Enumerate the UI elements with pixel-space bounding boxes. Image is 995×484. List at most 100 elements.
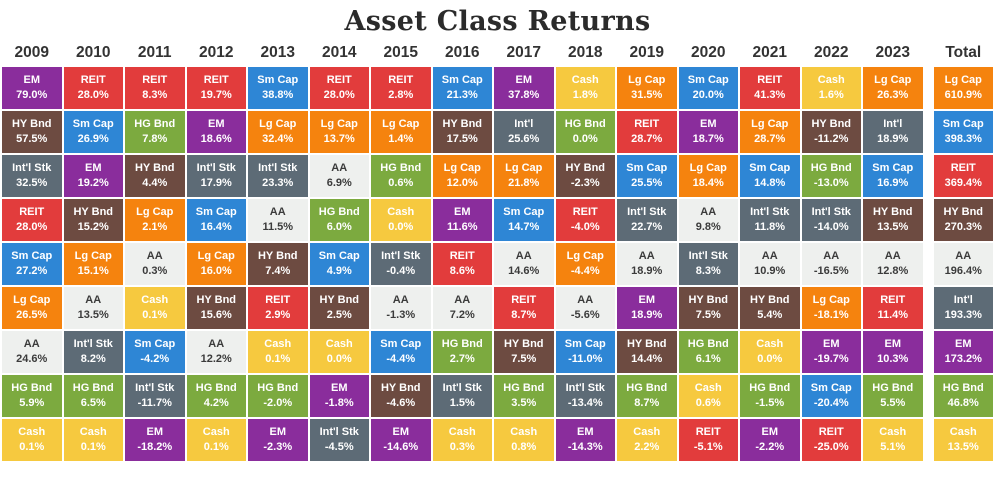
asset-label: Lg Cap <box>74 250 112 263</box>
return-cell: HG Bnd 6.5% <box>63 375 123 417</box>
return-value: 6.9% <box>326 177 352 189</box>
page-title: Asset Class Returns <box>344 6 651 37</box>
asset-label: AA <box>515 250 532 263</box>
return-value: 13.5% <box>877 221 909 233</box>
return-cell: Cash 0.8% <box>494 419 554 461</box>
return-cell: Sm Cap -11.0% <box>555 331 615 373</box>
asset-label: Int'l Stk <box>196 162 236 175</box>
return-cell: AA 18.9% <box>617 243 677 285</box>
asset-label: HG Bnd <box>626 382 668 395</box>
return-value: 8.6% <box>449 265 475 277</box>
return-cell: HY Bnd 13.5% <box>863 199 923 241</box>
return-cell: Int'l 193.3% <box>933 287 993 329</box>
return-value: 398.3% <box>944 133 982 145</box>
return-value: 2.1% <box>142 221 168 233</box>
return-cell: AA 14.6% <box>494 243 554 285</box>
return-cell: HG Bnd 5.5% <box>863 375 923 417</box>
return-value: 16.4% <box>200 221 232 233</box>
return-cell: Sm Cap 27.2% <box>2 243 62 285</box>
return-value: -14.3% <box>567 441 603 453</box>
return-cell: Sm Cap -4.4% <box>371 331 431 373</box>
return-cell: AA 6.9% <box>309 155 369 197</box>
asset-label: REIT <box>326 74 352 87</box>
year-header: 2019 <box>629 44 664 61</box>
asset-label: Cash <box>448 426 476 439</box>
year-column: 2015 REIT 2.8% Lg Cap 1.4% HG Bnd 0.6% Cash 0.0%… <box>371 39 431 461</box>
return-value: 18.9% <box>877 133 909 145</box>
return-cell: AA -16.5% <box>801 243 861 285</box>
return-cell: Lg Cap 26.5% <box>2 287 62 329</box>
return-value: 2.9% <box>265 309 291 321</box>
return-value: 8.2% <box>80 353 106 365</box>
return-value: 173.2% <box>944 353 982 365</box>
asset-label: Int'l Stk <box>381 250 421 263</box>
asset-label: Int'l Stk <box>135 382 175 395</box>
return-cell: Lg Cap 26.3% <box>863 67 923 109</box>
return-cell: HG Bnd 8.7% <box>617 375 677 417</box>
asset-label: EM <box>955 338 972 351</box>
asset-label: Cash <box>18 426 46 439</box>
asset-label: HY Bnd <box>872 206 913 219</box>
return-value: 37.8% <box>508 89 540 101</box>
return-value: 9.8% <box>695 221 721 233</box>
return-value: 18.4% <box>692 177 724 189</box>
asset-label: Cash <box>756 338 784 351</box>
asset-label: HY Bnd <box>196 294 237 307</box>
return-cell: Lg Cap 21.8% <box>494 155 554 197</box>
return-cell: AA 10.9% <box>740 243 800 285</box>
year-column: 2010 REIT 28.0% Sm Cap 26.9% EM 19.2% HY Bnd 15.… <box>63 39 123 461</box>
year-header: 2017 <box>506 44 541 61</box>
return-value: -5.6% <box>570 309 600 321</box>
return-value: -14.0% <box>813 221 849 233</box>
asset-label: EM <box>638 294 656 307</box>
year-header: 2010 <box>76 44 111 61</box>
return-cell: Int'l Stk -14.0% <box>801 199 861 241</box>
asset-label: EM <box>884 338 902 351</box>
return-cell: HY Bnd 7.4% <box>248 243 308 285</box>
asset-label: Cash <box>571 74 599 87</box>
return-cell: Sm Cap -20.4% <box>801 375 861 417</box>
return-cell: HY Bnd 17.5% <box>432 111 492 153</box>
return-cell: Sm Cap 25.5% <box>617 155 677 197</box>
asset-label: EM <box>146 426 164 439</box>
asset-label: Sm Cap <box>380 338 422 351</box>
return-value: 4.2% <box>203 397 229 409</box>
asset-label: HG Bnd <box>72 382 114 395</box>
asset-label: Int'l <box>514 118 534 131</box>
asset-label: HG Bnd <box>749 382 791 395</box>
return-value: -5.1% <box>693 441 723 453</box>
return-cell: Sm Cap 26.9% <box>63 111 123 153</box>
asset-label: REIT <box>950 162 976 175</box>
return-value: 1.6% <box>818 89 844 101</box>
asset-label: Cash <box>387 206 415 219</box>
return-cell: AA 11.5% <box>248 199 308 241</box>
return-cell: EM -1.8% <box>309 375 369 417</box>
return-value: 12.0% <box>446 177 478 189</box>
asset-label: AA <box>208 338 225 351</box>
return-value: 0.3% <box>142 265 168 277</box>
year-column: 2019 Lg Cap 31.5% REIT 28.7% Sm Cap 25.5% Int'l… <box>617 39 677 461</box>
year-column: 2012 REIT 19.7% EM 18.6% Int'l Stk 17.9% Sm Cap… <box>186 39 246 461</box>
year-header: 2016 <box>445 44 480 61</box>
asset-label: HY Bnd <box>257 250 298 263</box>
asset-label: EM <box>454 206 471 219</box>
return-value: 32.4% <box>262 133 294 145</box>
asset-label: EM <box>269 426 287 439</box>
return-value: 26.5% <box>16 309 48 321</box>
return-cell: Sm Cap 398.3% <box>933 111 993 153</box>
return-cell: Int'l Stk 1.5% <box>432 375 492 417</box>
asset-label: HY Bnd <box>11 118 52 131</box>
return-cell: Int'l Stk -4.5% <box>309 419 369 461</box>
asset-label: Lg Cap <box>320 118 358 131</box>
return-value: -4.5% <box>324 441 354 453</box>
return-value: 4.9% <box>326 265 352 277</box>
asset-label: Int'l Stk <box>258 162 298 175</box>
return-value: 0.1% <box>80 441 106 453</box>
return-cell: Lg Cap 31.5% <box>617 67 677 109</box>
return-cell: HG Bnd 5.9% <box>2 375 62 417</box>
asset-label: EM <box>577 426 594 439</box>
return-cell: Sm Cap 14.7% <box>494 199 554 241</box>
asset-label: AA <box>85 294 102 307</box>
return-value: 57.5% <box>16 133 48 145</box>
return-cell: EM 18.6% <box>186 111 246 153</box>
